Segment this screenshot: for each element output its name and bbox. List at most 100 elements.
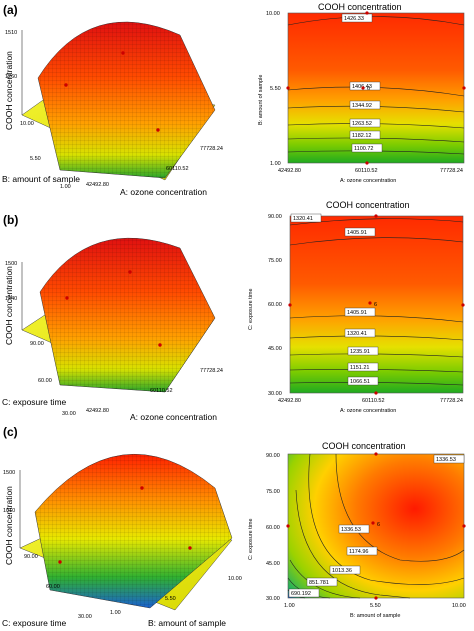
x-axis-label-b: A: ozone concentration — [130, 412, 217, 422]
y-tick: 90.00 — [30, 341, 44, 347]
contour-title-c: COOH concentration — [322, 441, 406, 451]
y-tick: 5.50 — [270, 86, 281, 92]
contour-label: 1013.36 — [332, 568, 352, 574]
y-tick: 60.00 — [266, 525, 280, 531]
design-point — [156, 128, 160, 132]
x-tick: 60110.52 — [166, 166, 189, 172]
y-tick: 75.00 — [266, 489, 280, 495]
y-tick: 90.00 — [268, 214, 282, 220]
design-point — [288, 303, 292, 307]
x-tick: 60110.52 — [150, 388, 173, 394]
z-tick: 1260 — [5, 74, 17, 80]
y-tick: 1.00 — [60, 184, 71, 190]
z-axis-label-b: COOH concentration — [4, 266, 14, 345]
surface-plot-b: 1500 1240 COOH concentration 90.00 60.00… — [2, 237, 223, 422]
contour-label: 1426.33 — [344, 16, 364, 22]
y-axis-label: C: exposure time — [248, 288, 254, 330]
design-point — [140, 486, 144, 490]
y-axis-label: B: amount of sample — [258, 75, 264, 125]
design-point — [374, 214, 378, 218]
design-point — [374, 596, 378, 600]
x-tick: 60110.52 — [355, 168, 378, 174]
z-tick: 1240 — [5, 296, 17, 302]
y-tick: 75.00 — [268, 258, 282, 264]
z-tick: 1500 — [5, 261, 17, 267]
contour-label: 1151.21 — [350, 365, 369, 371]
contour-label: 1100.72 — [354, 146, 373, 152]
design-point — [365, 161, 369, 165]
x-axis-label-c: B: amount of sample — [148, 618, 226, 628]
contour-label: 1336.53 — [341, 527, 361, 533]
y-tick: 60.00 — [38, 378, 52, 384]
contour-title-a: COOH concentration — [318, 2, 402, 12]
surface-plot-c: 1500 1010 COOH concentration 90.00 60.00… — [2, 453, 242, 628]
y-tick: 90.00 — [266, 453, 280, 459]
design-point — [361, 86, 365, 90]
y-tick: 5.50 — [30, 156, 41, 162]
y-tick: 45.00 — [266, 561, 280, 567]
contour-label: 1182.12 — [352, 133, 371, 139]
contour-lines-b — [289, 218, 464, 386]
contour-label: 690.192 — [291, 591, 311, 597]
contour-label: 1320.41 — [293, 216, 313, 222]
contour-label: 1263.52 — [352, 121, 372, 127]
x-tick: 77728.24 — [440, 398, 463, 404]
mesh-b — [40, 238, 215, 392]
design-point — [58, 560, 62, 564]
z-axis-label-a: COOH concentration — [4, 51, 14, 130]
x-tick: 77728.24 — [200, 368, 223, 374]
x-axis-label: A: ozone concentration — [340, 408, 396, 414]
z-tick: 1010 — [3, 508, 15, 514]
x-tick: 5.50 — [370, 603, 381, 609]
x-tick: 42492.80 — [86, 408, 109, 414]
y-tick: 60.00 — [268, 302, 282, 308]
contour-label: 1174.96 — [349, 549, 368, 555]
contour-plot-a: COOH concentration 1426.33 1406.43 1344.… — [258, 2, 466, 184]
y-tick: 10.00 — [266, 11, 280, 17]
x-tick: 42492.80 — [278, 168, 301, 174]
y-tick: 45.00 — [268, 346, 282, 352]
y-tick: 30.00 — [78, 614, 92, 620]
panel-label-c: (c) — [3, 425, 18, 439]
design-point — [374, 391, 378, 395]
y-tick: 30.00 — [268, 391, 282, 397]
design-point — [368, 301, 372, 305]
x-tick: 1.00 — [284, 603, 295, 609]
design-point — [286, 86, 290, 90]
design-point — [128, 270, 132, 274]
design-point — [365, 11, 369, 15]
z-tick: 1500 — [3, 470, 15, 476]
design-point — [286, 524, 290, 528]
design-point — [462, 86, 466, 90]
contour-plot-c: COOH concentration 1336.53 1336.53 1174.… — [248, 441, 466, 619]
y-axis-label-a: B: amount of sample — [2, 174, 80, 184]
y-tick: 1.00 — [270, 161, 281, 167]
panel-label-b: (b) — [3, 213, 18, 227]
contour-label: 1405.91 — [347, 230, 367, 236]
z-tick: 1510 — [5, 30, 17, 36]
contour-label: 1336.53 — [436, 457, 456, 463]
design-point — [371, 521, 375, 525]
design-point — [461, 303, 465, 307]
x-tick: 10.00 — [228, 576, 242, 582]
design-point — [462, 524, 466, 528]
x-tick: 1.00 — [110, 610, 121, 616]
z-axis-label-c: COOH concentration — [4, 486, 14, 565]
contour-label: 1066.51 — [350, 379, 370, 385]
y-tick: 10.00 — [20, 121, 34, 127]
design-point — [64, 83, 68, 87]
x-axis-label: A: ozone concentration — [340, 178, 396, 184]
y-tick: 30.00 — [266, 596, 280, 602]
x-tick: 42492.80 — [278, 398, 301, 404]
x-axis-label-a: A: ozone concentration — [120, 187, 207, 197]
y-axis-label: C: exposure time — [248, 518, 254, 560]
contour-label: 1235.91 — [350, 349, 370, 355]
design-point — [374, 452, 378, 456]
contour-label: 1405.91 — [347, 310, 367, 316]
contour-label: 1344.92 — [352, 103, 372, 109]
y-axis-label-c: C: exposure time — [2, 618, 67, 628]
design-point-count: 6 — [374, 302, 377, 308]
contour-label: 1320.41 — [347, 331, 367, 337]
design-point — [121, 51, 125, 55]
contour-label: 851.781 — [309, 580, 329, 586]
